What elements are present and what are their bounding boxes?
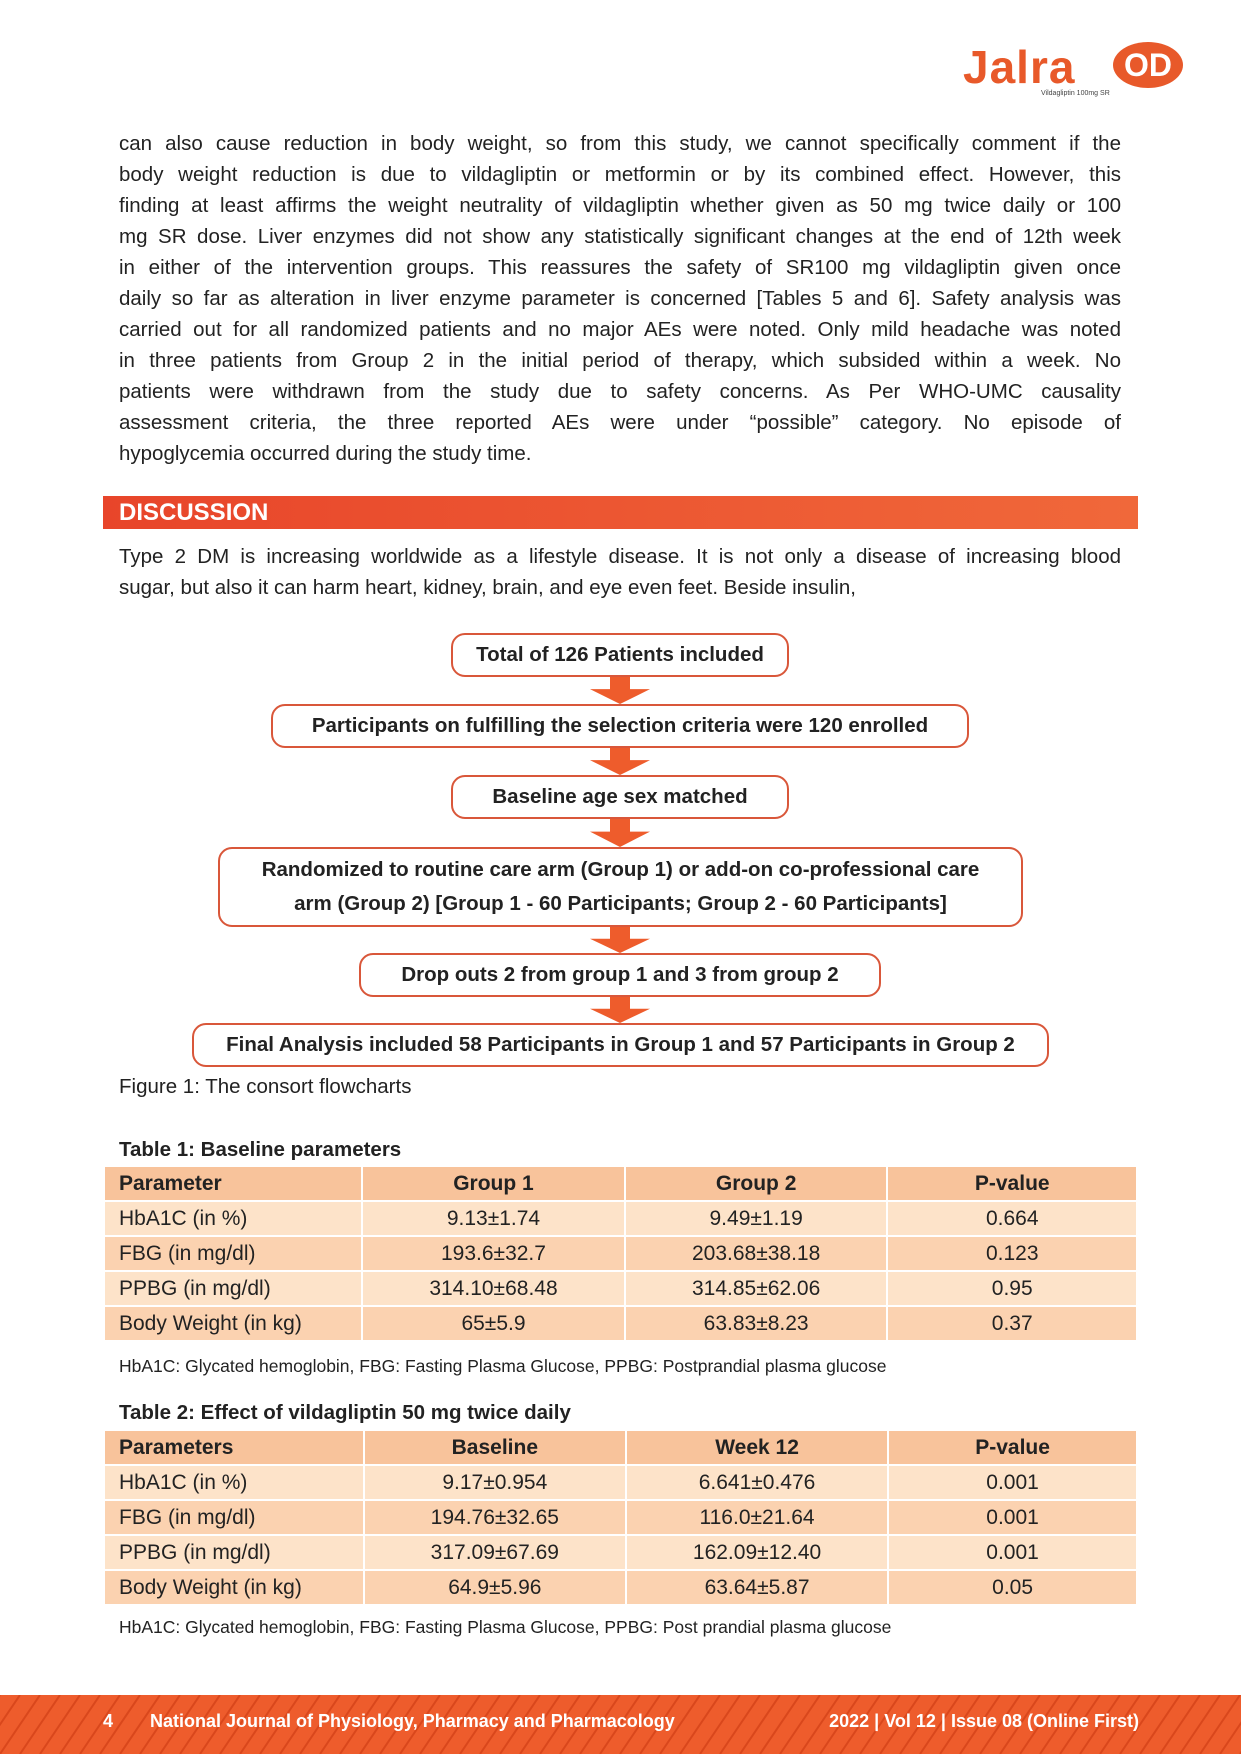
flowchart-step: Total of 126 Patients included (451, 633, 789, 677)
flowchart-step: Final Analysis included 58 Participants … (192, 1023, 1049, 1067)
flowchart-step: Participants on fulfilling the selection… (271, 704, 969, 748)
logo-brand: Jalra (963, 41, 1076, 93)
table-cell: 64.9±5.96 (364, 1571, 625, 1604)
table-header-row: Parameters Baseline Week 12 P-value (105, 1431, 1136, 1464)
text-line: can also cause reduction in body weight,… (119, 132, 1121, 155)
table-row: FBG (in mg/dl) 193.6±32.7 203.68±38.18 0.12… (105, 1237, 1136, 1270)
column-header: P-value (889, 1431, 1136, 1464)
table-cell: 9.49±1.19 (625, 1202, 887, 1235)
table-cell: 0.05 (889, 1571, 1136, 1604)
jalra-od-logo: Jalra OD Vildagliptin 100mg SR (963, 40, 1185, 100)
table-cell: 0.664 (888, 1202, 1136, 1235)
table-cell: HbA1C (in %) (105, 1202, 362, 1235)
arrow-down-icon (590, 748, 650, 775)
text-line: carried out for all randomized patients … (119, 318, 1121, 341)
table1-footnote: HbA1C: Glycated hemoglobin, FBG: Fasting… (119, 1356, 887, 1376)
table-cell: 116.0±21.64 (626, 1501, 888, 1534)
table-cell: PPBG (in mg/dl) (105, 1272, 362, 1305)
table-cell: Body Weight (in kg) (105, 1307, 362, 1340)
flowchart-step: Drop outs 2 from group 1 and 3 from grou… (359, 953, 881, 997)
table-cell: 193.6±32.7 (363, 1237, 624, 1270)
table-cell: 0.001 (889, 1501, 1136, 1534)
column-header: Baseline (364, 1431, 625, 1464)
column-header: Group 1 (363, 1167, 624, 1200)
table-header-row: Parameter Group 1 Group 2 P-value (105, 1167, 1136, 1200)
column-header: P-value (888, 1167, 1136, 1200)
table-cell: 0.95 (888, 1272, 1136, 1305)
table-row: HbA1C (in %) 9.17±0.954 6.641±0.476 0.001 (105, 1466, 1136, 1499)
table-cell: 65±5.9 (363, 1307, 624, 1340)
table-cell: Body Weight (in kg) (105, 1571, 363, 1604)
table-row: Body Weight (in kg) 64.9±5.96 63.64±5.87 0.… (105, 1571, 1136, 1604)
page-number: 4 (103, 1711, 114, 1731)
table-row: PPBG (in mg/dl) 317.09±67.69 162.09±12.40 0… (105, 1536, 1136, 1569)
text-line: sugar, but also it can harm heart, kidne… (119, 576, 856, 599)
text-line: body weight reduction is due to vildagli… (119, 163, 1121, 186)
text-line: patients were withdrawn from the study d… (119, 380, 1121, 403)
table-vildagliptin-50mg: Parameters Baseline Week 12 P-value HbA1C (i… (103, 1429, 1138, 1606)
text-line: daily so far as alteration in liver enzy… (119, 287, 1121, 310)
text-line: in three patients from Group 2 in the in… (119, 349, 1121, 372)
text-line: mg SR dose. Liver enzymes did not show a… (119, 225, 1121, 248)
text-line: finding at least affirms the weight neut… (119, 194, 1121, 217)
table-cell: 0.001 (889, 1536, 1136, 1569)
table-cell: HbA1C (in %) (105, 1466, 363, 1499)
table-row: FBG (in mg/dl) 194.76±32.65 116.0±21.64 0.0… (105, 1501, 1136, 1534)
table-cell: 63.64±5.87 (626, 1571, 888, 1604)
table-cell: 314.10±68.48 (363, 1272, 624, 1305)
figure-caption: Figure 1: The consort flowcharts (119, 1075, 412, 1098)
arrow-down-icon (590, 927, 650, 953)
arrow-down-icon (590, 997, 650, 1023)
table-cell: FBG (in mg/dl) (105, 1237, 362, 1270)
text-line: in either of the intervention groups. Th… (119, 256, 1121, 279)
table-cell: 63.83±8.23 (625, 1307, 887, 1340)
text-line: Type 2 DM is increasing worldwide as a l… (119, 545, 1121, 568)
column-header: Week 12 (626, 1431, 888, 1464)
table-row: Body Weight (in kg) 65±5.9 63.83±8.23 0.37 (105, 1307, 1136, 1340)
issue-info: 2022 | Vol 12 | Issue 08 (Online First) (829, 1711, 1139, 1731)
column-header: Parameter (105, 1167, 362, 1200)
arrow-down-icon (590, 819, 650, 847)
flowchart-step: Randomized to routine care arm (Group 1)… (218, 847, 1023, 927)
table-cell: 314.85±62.06 (625, 1272, 887, 1305)
table-cell: 0.37 (888, 1307, 1136, 1340)
column-header: Parameters (105, 1431, 363, 1464)
text-line: assessment criteria, the three reported … (119, 411, 1121, 434)
results-paragraph: can also cause reduction in body weight,… (119, 128, 1121, 469)
table-cell: 0.001 (889, 1466, 1136, 1499)
arrow-down-icon (590, 677, 650, 704)
column-header: Group 2 (625, 1167, 887, 1200)
table-cell: PPBG (in mg/dl) (105, 1536, 363, 1569)
table-cell: FBG (in mg/dl) (105, 1501, 363, 1534)
table-cell: 162.09±12.40 (626, 1536, 888, 1569)
page-footer: 4 National Journal of Physiology, Pharma… (0, 1695, 1241, 1754)
table-cell: 0.123 (888, 1237, 1136, 1270)
table1-title: Table 1: Baseline parameters (119, 1138, 402, 1161)
table-cell: 203.68±38.18 (625, 1237, 887, 1270)
section-heading-discussion: DISCUSSION (103, 496, 1138, 529)
table-cell: 194.76±32.65 (364, 1501, 625, 1534)
table-baseline-parameters: Parameter Group 1 Group 2 P-value HbA1C (in … (103, 1165, 1138, 1342)
table-cell: 9.17±0.954 (364, 1466, 625, 1499)
footer-pattern (0, 1695, 1241, 1754)
table2-title: Table 2: Effect of vildagliptin 50 mg tw… (119, 1401, 571, 1424)
text-line: hypoglycemia occurred during the study t… (119, 442, 532, 465)
logo-tagline: Vildagliptin 100mg SR (1041, 90, 1110, 97)
discussion-paragraph: Type 2 DM is increasing worldwide as a l… (119, 541, 1121, 603)
logo-od-badge: OD (1113, 42, 1183, 88)
table-row: HbA1C (in %) 9.13±1.74 9.49±1.19 0.664 (105, 1202, 1136, 1235)
table-cell: 9.13±1.74 (363, 1202, 624, 1235)
table-row: PPBG (in mg/dl) 314.10±68.48 314.85±62.06 0… (105, 1272, 1136, 1305)
table-cell: 6.641±0.476 (626, 1466, 888, 1499)
journal-name: National Journal of Physiology, Pharmacy… (150, 1711, 675, 1731)
table2-footnote: HbA1C: Glycated hemoglobin, FBG: Fasting… (119, 1617, 892, 1637)
flowchart-step: Baseline age sex matched (451, 775, 789, 819)
table-cell: 317.09±67.69 (364, 1536, 625, 1569)
